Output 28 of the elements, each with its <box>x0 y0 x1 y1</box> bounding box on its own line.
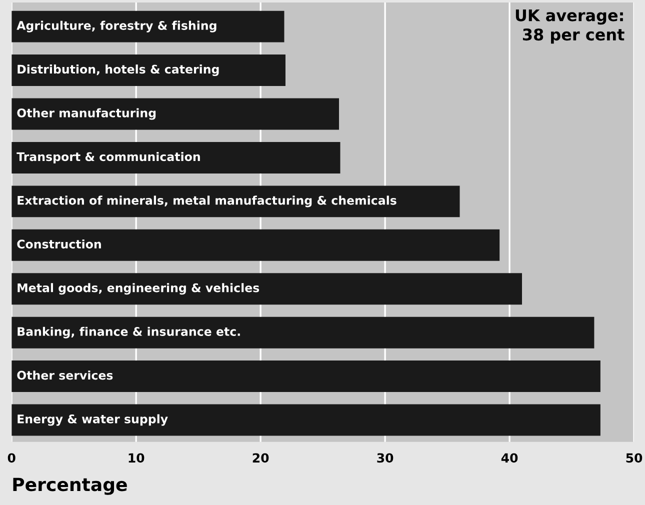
x-tick-label: 50 <box>626 453 642 463</box>
bar <box>12 10 284 42</box>
bar <box>12 186 460 218</box>
bar <box>12 316 594 348</box>
x-axis-title: Percentage <box>13 478 127 495</box>
bar <box>12 404 600 436</box>
bar <box>12 54 286 86</box>
y-tick-label: Other manufacturing <box>17 108 156 120</box>
bar <box>12 142 340 174</box>
x-tick-label: 30 <box>377 453 394 463</box>
x-tick-label: 20 <box>252 453 269 463</box>
y-tick-label: Extraction of minerals, metal manufacturing & chemicals <box>18 196 396 208</box>
bar <box>12 273 522 305</box>
x-tick-label: 10 <box>128 453 144 463</box>
y-tick-label: Energy & water supply <box>18 414 168 426</box>
y-tick-label: Construction <box>17 239 101 249</box>
y-tick-label: Banking, finance & insurance etc. <box>18 326 240 338</box>
bar <box>12 229 500 261</box>
y-tick-label: Agriculture, forestry & fishing <box>16 20 216 32</box>
x-tick-label: 0 <box>8 453 16 463</box>
x-tick-label: 40 <box>501 453 518 463</box>
bar <box>12 98 340 130</box>
y-tick-label: Distribution, hotels & catering <box>18 64 219 76</box>
annotation: UK average: 38 per cent <box>516 9 624 44</box>
y-tick-label: Transport & communication <box>16 152 200 164</box>
y-tick-label: Other services <box>17 370 113 380</box>
bar <box>12 360 600 392</box>
y-tick-label: Metal goods, engineering & vehicles <box>18 283 260 295</box>
